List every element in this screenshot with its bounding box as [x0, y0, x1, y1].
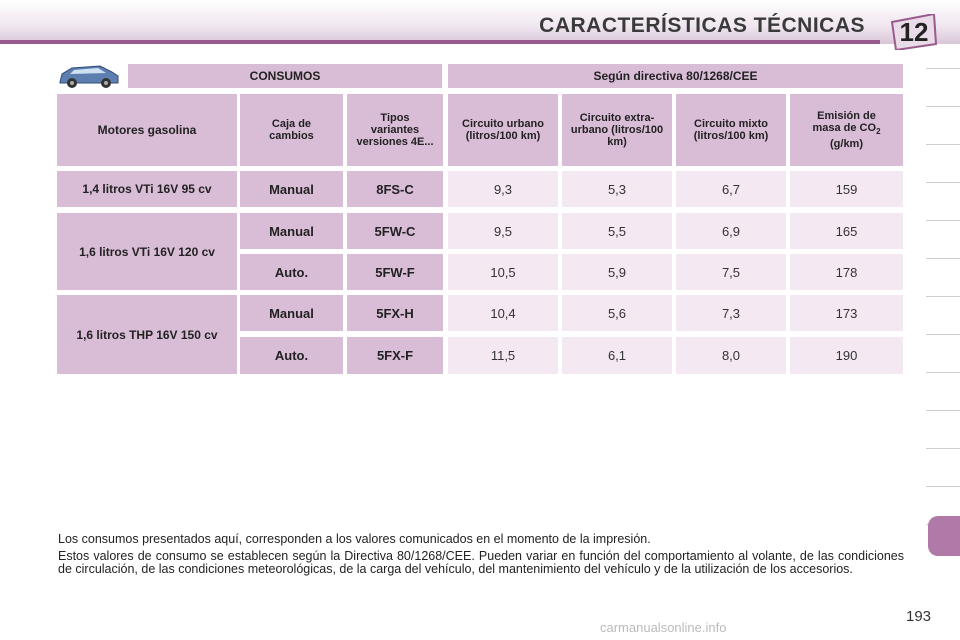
table-cell-tipo: 5FW-F	[347, 254, 443, 290]
engine-label: 1,4 litros VTi 16V 95 cv	[57, 171, 237, 207]
chapter-tab[interactable]	[926, 334, 960, 373]
table-cell-co2: 190	[790, 337, 903, 374]
table-cell-urbano: 10,5	[448, 254, 558, 290]
table-cell-mixto: 8,0	[676, 337, 786, 374]
table-cell-caja: Manual	[240, 171, 343, 207]
table-cell-urbano: 10,4	[448, 295, 558, 331]
chapter-tab[interactable]	[926, 372, 960, 411]
table-cell-extra: 6,1	[562, 337, 672, 374]
table-cell-caja: Auto.	[240, 337, 343, 374]
page-number: 193	[906, 608, 932, 625]
table-cell-mixto: 6,9	[676, 213, 786, 249]
column-header-extra: Circuito extra-urbano (litros/100 km)	[562, 94, 672, 166]
table-cell-extra: 5,6	[562, 295, 672, 331]
table-cell-mixto: 7,5	[676, 254, 786, 290]
table-cell-tipo: 5FW-C	[347, 213, 443, 249]
table-cell-extra: 5,9	[562, 254, 672, 290]
chapter-tab-active[interactable]	[928, 516, 960, 556]
emision-prefix: Emisión de masa de CO	[812, 109, 877, 134]
emision-suffix: (g/km)	[830, 138, 863, 151]
chapter-tab[interactable]	[926, 106, 960, 145]
emision-label: Emisión de masa de CO2 (g/km)	[804, 110, 889, 150]
consumos-header: CONSUMOS	[128, 64, 442, 88]
top-banner	[0, 0, 960, 44]
chapter-tab[interactable]	[926, 182, 960, 221]
table-cell-mixto: 6,7	[676, 171, 786, 207]
column-header-urbano: Circuito urbano (litros/100 km)	[448, 94, 558, 166]
engine-label: 1,6 litros VTi 16V 120 cv	[57, 213, 237, 290]
column-header-motores: Motores gasolina	[57, 94, 237, 166]
table-cell-caja: Auto.	[240, 254, 343, 290]
chapter-badge-shape-icon	[890, 12, 938, 52]
table-cell-urbano: 9,3	[448, 171, 558, 207]
chapter-tabs	[926, 68, 960, 574]
table-cell-tipo: 5FX-H	[347, 295, 443, 331]
table-cell-tipo: 8FS-C	[347, 171, 443, 207]
table-cell-urbano: 11,5	[448, 337, 558, 374]
chapter-badge: 12	[888, 12, 940, 52]
chapter-number: 12	[899, 16, 929, 47]
table-cell-co2: 165	[790, 213, 903, 249]
footnote-paragraph: Los consumos presentados aquí, correspon…	[58, 532, 651, 546]
chapter-tab[interactable]	[926, 448, 960, 487]
table-cell-tipo: 5FX-F	[347, 337, 443, 374]
chapter-tab[interactable]	[926, 68, 960, 107]
table-cell-caja: Manual	[240, 213, 343, 249]
chapter-tab[interactable]	[926, 220, 960, 259]
table-cell-extra: 5,3	[562, 171, 672, 207]
table-cell-caja: Manual	[240, 295, 343, 331]
table-cell-mixto: 7,3	[676, 295, 786, 331]
page-title: CARACTERÍSTICAS TÉCNICAS	[539, 14, 865, 37]
table-cell-co2: 159	[790, 171, 903, 207]
column-header-mixto: Circuito mixto (litros/100 km)	[676, 94, 786, 166]
car-icon	[56, 62, 122, 90]
watermark-text: carmanualsonline.info	[600, 620, 727, 635]
table-cell-co2: 178	[790, 254, 903, 290]
chapter-tab[interactable]	[926, 258, 960, 297]
column-header-emision: Emisión de masa de CO2 (g/km)	[790, 94, 903, 166]
chapter-tab[interactable]	[926, 486, 960, 525]
chapter-tab[interactable]	[926, 296, 960, 335]
engine-label: 1,6 litros THP 16V 150 cv	[57, 295, 237, 374]
column-header-caja: Caja de cambios	[240, 94, 343, 166]
banner-accent-line	[0, 40, 880, 44]
table-cell-urbano: 9,5	[448, 213, 558, 249]
footnote-paragraph: Estos valores de consumo se establecen s…	[58, 549, 904, 576]
table-cell-extra: 5,5	[562, 213, 672, 249]
column-header-tipos: Tipos variantes versiones 4E...	[347, 94, 443, 166]
chapter-tab[interactable]	[926, 410, 960, 449]
chapter-tab[interactable]	[926, 144, 960, 183]
emision-subscript: 2	[876, 127, 881, 137]
directive-header: Según directiva 80/1268/CEE	[448, 64, 903, 88]
table-cell-co2: 173	[790, 295, 903, 331]
